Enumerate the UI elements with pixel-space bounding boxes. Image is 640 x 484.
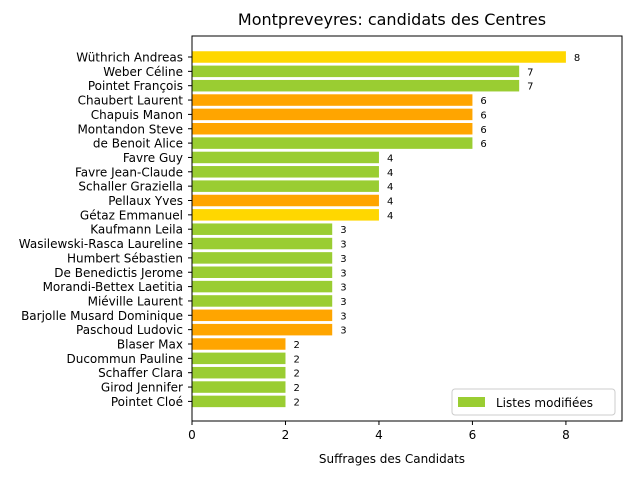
bar <box>192 123 473 135</box>
bar <box>192 295 333 307</box>
category-label: Schaffer Clara <box>98 366 183 380</box>
value-label: 3 <box>340 240 346 251</box>
x-axis-label: Suffrages des Candidats <box>319 452 465 466</box>
bar <box>192 51 566 63</box>
bar <box>192 352 286 365</box>
category-label: Chaubert Laurent <box>78 94 184 108</box>
bar <box>192 209 379 221</box>
value-label: 7 <box>527 82 533 93</box>
category-label: Blaser Max <box>117 338 183 352</box>
category-label: Pointet Cloé <box>111 395 183 409</box>
bar <box>192 65 520 78</box>
value-label: 4 <box>387 153 393 164</box>
category-label: Pointet François <box>88 79 183 93</box>
value-label: 6 <box>480 139 486 150</box>
bar <box>192 309 333 322</box>
value-label: 3 <box>340 225 346 236</box>
category-label: Paschoud Ludovic <box>76 323 183 337</box>
bar <box>192 323 333 336</box>
value-label: 7 <box>527 67 533 78</box>
legend-box <box>451 388 616 416</box>
category-label: Montandon Steve <box>77 122 183 136</box>
category-label: Weber Céline <box>103 65 183 79</box>
value-label: 3 <box>340 297 346 308</box>
value-label: 8 <box>574 53 580 64</box>
category-label: Favre Jean-Claude <box>75 165 183 179</box>
x-tick-label: 8 <box>562 428 570 442</box>
bar <box>192 151 379 164</box>
legend-label: Listes modifiées <box>496 396 593 410</box>
value-label: 4 <box>387 211 393 222</box>
value-label: 3 <box>340 326 346 337</box>
bar <box>192 79 520 92</box>
value-label: 3 <box>340 283 346 294</box>
category-label: Pellaux Yves <box>108 194 183 208</box>
category-label: Morandi-Bettex Laetitia <box>43 280 183 294</box>
x-axis-group: 0 2 4 6 8 <box>188 421 570 442</box>
category-label: Barjolle Musard Dominique <box>21 309 183 323</box>
bar <box>192 166 379 178</box>
bar <box>192 252 333 264</box>
bar <box>192 395 286 408</box>
value-label: 2 <box>293 383 299 394</box>
legend-swatch <box>458 397 485 407</box>
value-label: 6 <box>480 96 486 107</box>
bar <box>192 280 333 293</box>
value-label: 2 <box>293 354 299 365</box>
bars-group <box>192 51 566 408</box>
category-label: Chapuis Manon <box>91 108 183 122</box>
axes-frame <box>191 35 623 422</box>
category-label: Humbert Sébastien <box>67 251 183 265</box>
value-label: 3 <box>340 311 346 322</box>
category-label: Miéville Laurent <box>88 294 184 308</box>
value-label: 6 <box>480 110 486 121</box>
category-label: De Benedictis Jerome <box>54 266 183 280</box>
bar <box>192 381 286 393</box>
bar <box>192 180 379 192</box>
category-label: Kaufmann Leila <box>90 223 183 237</box>
category-label: Gétaz Emmanuel <box>80 208 183 222</box>
bar <box>192 194 379 207</box>
category-label: Ducommun Pauline <box>66 352 183 366</box>
bar <box>192 366 286 379</box>
x-tick-label: 4 <box>375 428 383 442</box>
bar <box>192 108 473 121</box>
legend: Listes modifiées <box>451 388 616 416</box>
bar <box>192 266 333 278</box>
value-label: 4 <box>387 197 393 208</box>
value-label: 6 <box>480 125 486 136</box>
category-label: Schaller Graziella <box>78 180 183 194</box>
bar <box>192 223 333 235</box>
value-label: 2 <box>293 369 299 380</box>
bar <box>192 137 473 149</box>
value-label: 2 <box>293 397 299 408</box>
category-label: de Benoit Alice <box>93 137 183 151</box>
value-label: 3 <box>340 254 346 265</box>
x-tick-label: 2 <box>282 428 290 442</box>
value-label: 4 <box>387 182 393 193</box>
category-label: Girod Jennifer <box>101 381 183 395</box>
value-labels-group: 8 7 7 6 6 6 6 4 4 4 4 4 3 3 3 3 3 3 3 3 2 2 2 2 2 <box>293 53 580 408</box>
category-label: Wasilewski-Rasca Laureline <box>19 237 183 251</box>
bar <box>192 338 286 350</box>
x-tick-label: 0 <box>188 428 196 442</box>
category-label: Favre Guy <box>123 151 183 165</box>
value-label: 2 <box>293 340 299 351</box>
value-label: 4 <box>387 168 393 179</box>
value-label: 3 <box>340 268 346 279</box>
chart-title: Montpreveyres: candidats des Centres <box>238 10 546 29</box>
x-tick-label: 6 <box>469 428 477 442</box>
category-label: Wüthrich Andreas <box>76 51 183 65</box>
bar <box>192 237 333 250</box>
bar <box>192 94 473 106</box>
